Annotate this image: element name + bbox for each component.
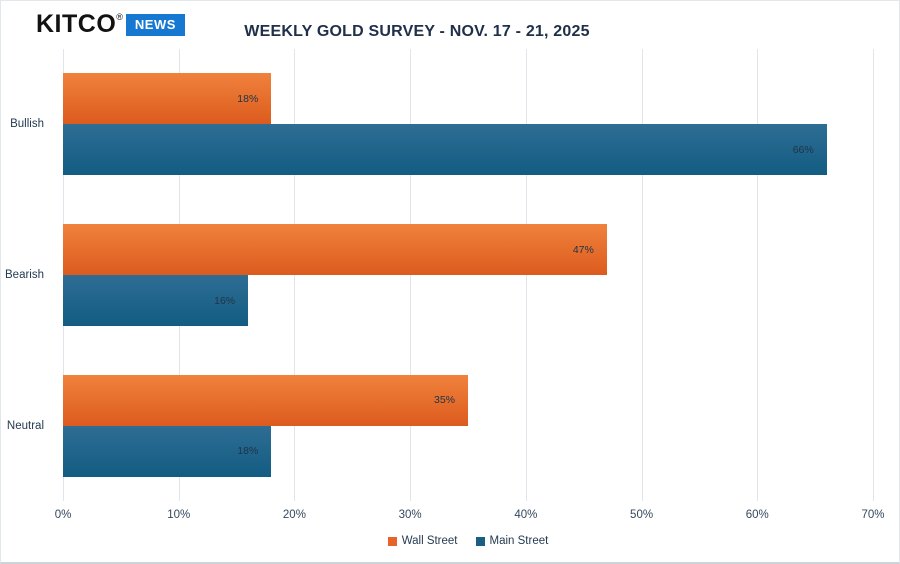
category-slot: Bullish 18% 66% bbox=[10, 49, 873, 200]
legend-item-main-street: Main Street bbox=[475, 535, 549, 547]
bar-main-street: 66% bbox=[63, 124, 827, 176]
kitco-logo-text: KITCO bbox=[36, 10, 117, 38]
x-tick-label: 30% bbox=[398, 509, 422, 521]
bar-group-bearish: Bearish 47% 16% bbox=[5, 224, 873, 326]
gridline bbox=[641, 49, 643, 501]
data-label: 35% bbox=[433, 394, 455, 407]
bar-main-street: 18% bbox=[63, 425, 272, 477]
legend-swatch bbox=[387, 536, 397, 546]
x-tick-label: 20% bbox=[282, 509, 306, 521]
registered-trademark-symbol: ® bbox=[116, 11, 123, 22]
x-axis: 0% 10% 20% 30% 40% 50% 60% 70% bbox=[55, 509, 885, 525]
x-tick-label: 50% bbox=[630, 509, 654, 521]
bar-group-bullish: Bullish 18% 66% bbox=[10, 73, 873, 176]
plot-area: Bullish 18% 66% Bearish 47% 16% Neutral 35% 18% bbox=[5, 49, 874, 501]
category-slot: Neutral 35% 18% bbox=[7, 350, 873, 501]
bar-groups: Bullish 18% 66% Bearish 47% 16% Neutral 35% 18% bbox=[5, 49, 873, 501]
gridline bbox=[525, 49, 527, 501]
data-label: 47% bbox=[572, 243, 594, 256]
bar-wall-street: 18% bbox=[63, 73, 272, 125]
legend-swatch bbox=[475, 536, 485, 546]
legend-label: Main Street bbox=[489, 535, 549, 547]
x-tick-label: 60% bbox=[745, 509, 769, 521]
legend-label: Wall Street bbox=[401, 535, 458, 547]
chart-title: WEEKLY GOLD SURVEY - NOV. 17 - 21, 2025 bbox=[244, 23, 590, 40]
x-tick-label: 40% bbox=[514, 509, 538, 521]
bar-group-neutral: Neutral 35% 18% bbox=[7, 374, 873, 477]
bar-wall-street: 35% bbox=[63, 374, 468, 426]
data-label: 16% bbox=[214, 294, 236, 307]
bar-wall-street: 47% bbox=[63, 224, 607, 275]
x-tick-label: 70% bbox=[861, 509, 885, 521]
legend: Wall Street Main Street bbox=[63, 535, 873, 547]
gridline bbox=[873, 49, 874, 501]
x-tick-label: 0% bbox=[54, 509, 72, 521]
data-label: 66% bbox=[792, 143, 814, 156]
data-label: 18% bbox=[237, 92, 259, 105]
data-label: 18% bbox=[237, 445, 259, 458]
news-badge: NEWS bbox=[125, 13, 185, 36]
gridline bbox=[410, 49, 412, 501]
bar-main-street: 16% bbox=[63, 275, 249, 326]
kitco-logo: KITCO ® NEWS bbox=[36, 10, 185, 39]
legend-item-wall-street: Wall Street bbox=[387, 535, 458, 547]
category-label: Neutral bbox=[6, 419, 44, 432]
x-tick-label: 10% bbox=[167, 509, 191, 521]
category-slot: Bearish 47% 16% bbox=[5, 200, 873, 351]
gridline bbox=[757, 49, 759, 501]
category-label: Bearish bbox=[5, 269, 44, 281]
category-label: Bullish bbox=[10, 118, 44, 131]
gridline bbox=[294, 49, 296, 501]
